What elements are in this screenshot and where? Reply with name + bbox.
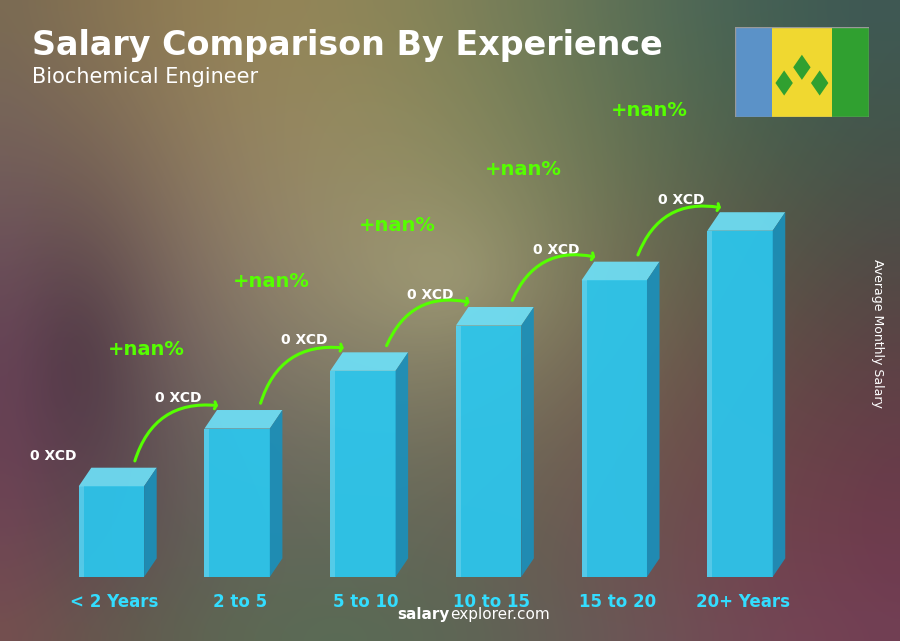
- Polygon shape: [144, 468, 157, 577]
- Text: 15 to 20: 15 to 20: [579, 594, 656, 612]
- Polygon shape: [330, 353, 408, 371]
- Polygon shape: [581, 262, 660, 280]
- Text: 10 to 15: 10 to 15: [454, 594, 530, 612]
- Text: 20+ Years: 20+ Years: [696, 594, 790, 612]
- Bar: [832, 27, 868, 117]
- Polygon shape: [456, 326, 461, 577]
- Text: +nan%: +nan%: [485, 160, 562, 179]
- Polygon shape: [204, 429, 270, 577]
- Text: 2 to 5: 2 to 5: [213, 594, 267, 612]
- Polygon shape: [581, 280, 647, 577]
- Polygon shape: [811, 71, 828, 96]
- Text: +nan%: +nan%: [108, 340, 184, 358]
- Polygon shape: [204, 429, 210, 577]
- Polygon shape: [521, 307, 534, 577]
- Text: +nan%: +nan%: [610, 101, 688, 119]
- Polygon shape: [793, 54, 811, 80]
- Text: 0 XCD: 0 XCD: [281, 333, 328, 347]
- Text: 5 to 10: 5 to 10: [333, 594, 399, 612]
- Polygon shape: [707, 231, 773, 577]
- Polygon shape: [776, 71, 793, 96]
- Text: 0 XCD: 0 XCD: [407, 288, 454, 302]
- Text: Biochemical Engineer: Biochemical Engineer: [32, 67, 257, 87]
- Polygon shape: [78, 468, 157, 487]
- Text: +nan%: +nan%: [359, 216, 436, 235]
- Polygon shape: [456, 326, 521, 577]
- Polygon shape: [581, 280, 587, 577]
- Polygon shape: [78, 487, 84, 577]
- Polygon shape: [647, 262, 660, 577]
- Polygon shape: [330, 371, 395, 577]
- Text: Average Monthly Salary: Average Monthly Salary: [871, 259, 884, 408]
- Text: 0 XCD: 0 XCD: [658, 194, 705, 207]
- Text: < 2 Years: < 2 Years: [70, 594, 158, 612]
- Text: +nan%: +nan%: [233, 272, 310, 290]
- Text: 0 XCD: 0 XCD: [30, 449, 76, 463]
- Polygon shape: [395, 353, 408, 577]
- Polygon shape: [204, 410, 283, 429]
- Text: explorer.com: explorer.com: [450, 607, 550, 622]
- Bar: [771, 27, 832, 117]
- Text: 0 XCD: 0 XCD: [156, 391, 202, 405]
- Polygon shape: [330, 371, 335, 577]
- Polygon shape: [456, 307, 534, 326]
- Polygon shape: [270, 410, 283, 577]
- Polygon shape: [707, 212, 786, 231]
- Text: Salary Comparison By Experience: Salary Comparison By Experience: [32, 29, 662, 62]
- Polygon shape: [78, 487, 144, 577]
- Polygon shape: [773, 212, 786, 577]
- Text: salary: salary: [398, 607, 450, 622]
- Bar: [735, 27, 771, 117]
- Text: 0 XCD: 0 XCD: [533, 243, 579, 256]
- Polygon shape: [707, 231, 712, 577]
